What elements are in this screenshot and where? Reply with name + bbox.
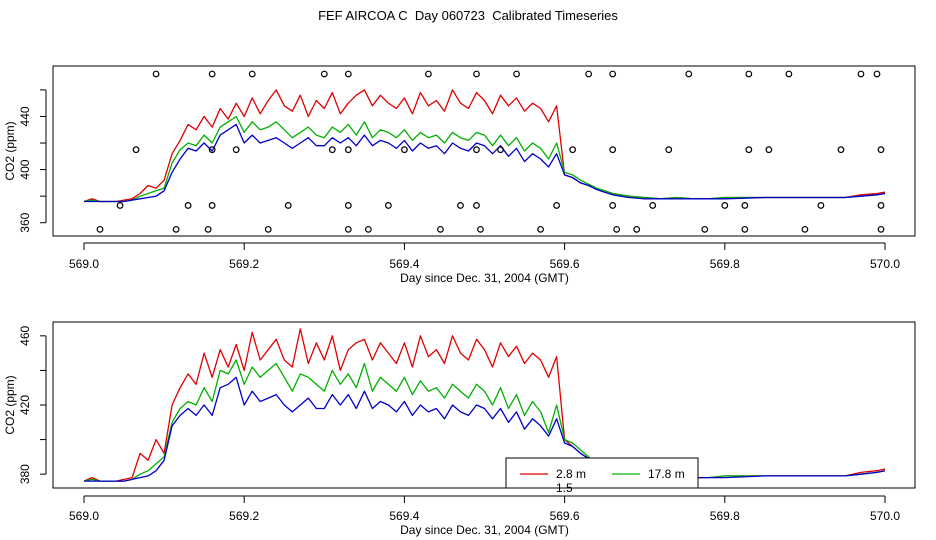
flag-marker	[172, 225, 180, 233]
x-tick-label: 569.2	[229, 509, 259, 523]
x-tick-label: 569.0	[69, 509, 99, 523]
flag-marker	[817, 202, 825, 209]
x-tick-label: 569.6	[550, 509, 580, 523]
x-tick-label: 569.0	[69, 257, 99, 271]
x-tick-label: 569.4	[389, 509, 419, 523]
series-line-1-5-m	[84, 123, 886, 203]
plot-frame-1	[52, 65, 916, 237]
y-tick-label: 360	[18, 212, 32, 232]
y-tick-label: 420	[18, 395, 32, 415]
flag-marker	[513, 70, 520, 78]
x-tick-label: 569.2	[229, 257, 259, 271]
flag-marker	[204, 225, 212, 233]
flag-marker	[553, 202, 560, 209]
flag-marker	[473, 202, 480, 209]
flag-marker	[665, 146, 673, 154]
flag-marker	[701, 225, 709, 233]
flag-marker	[344, 225, 352, 233]
flag-marker	[208, 70, 216, 78]
x-axis-label: Day since Dec. 31, 2004 (GMT)	[400, 523, 569, 537]
flag-marker	[633, 225, 641, 233]
flag-marker	[477, 225, 484, 233]
flag-marker	[649, 202, 657, 209]
flag-marker	[473, 146, 480, 154]
flag-marker	[264, 225, 272, 233]
y-tick-label: 380	[18, 464, 32, 484]
flag-marker	[857, 70, 865, 78]
flag-marker	[785, 70, 793, 78]
flag-marker	[401, 146, 408, 154]
x-tick-label: 569.6	[550, 257, 580, 271]
flag-marker	[741, 202, 749, 209]
flag-marker	[877, 202, 885, 209]
flag-marker	[721, 202, 729, 209]
x-tick-label: 570.0	[870, 509, 900, 523]
flag-marker	[425, 70, 432, 78]
flag-marker	[609, 70, 617, 78]
legend-label: 17.8 m	[648, 467, 685, 481]
flag-marker	[569, 146, 577, 154]
flag-marker	[152, 70, 160, 78]
flag-marker	[613, 225, 621, 233]
flag-marker	[96, 225, 104, 233]
flag-marker	[208, 146, 216, 154]
series-line-17-8-m	[83, 115, 886, 203]
series-line-17-8-m	[83, 359, 886, 482]
flag-marker	[184, 202, 192, 209]
flag-marker	[457, 202, 464, 209]
flag-marker	[132, 146, 140, 154]
flag-marker	[877, 225, 885, 233]
flag-marker	[741, 225, 749, 233]
flag-marker	[873, 70, 881, 78]
flag-marker	[328, 146, 336, 154]
flag-marker	[745, 70, 753, 78]
flag-marker	[248, 70, 256, 78]
series-line-1-5-m	[84, 376, 886, 482]
y-tick-label: 400	[18, 159, 32, 179]
flag-marker	[284, 202, 292, 209]
y-axis-label: CO2 (ppm)	[3, 121, 17, 180]
legend-label: 2.8 m	[556, 467, 586, 481]
flag-marker	[116, 202, 124, 209]
flag-marker	[801, 225, 809, 233]
x-tick-label: 569.8	[710, 509, 740, 523]
flag-marker	[609, 202, 617, 209]
x-tick-label: 570.0	[870, 257, 900, 271]
flag-marker	[384, 202, 392, 209]
x-tick-label: 569.4	[389, 257, 419, 271]
flag-marker	[364, 225, 372, 233]
x-tick-label: 569.8	[710, 257, 740, 271]
flag-marker	[473, 70, 480, 78]
y-tick-label: 440	[18, 106, 32, 126]
flag-marker	[837, 146, 845, 154]
x-axis-label: Day since Dec. 31, 2004 (GMT)	[400, 271, 569, 285]
flag-marker	[344, 146, 352, 154]
legend-label: 1.5	[556, 481, 573, 495]
figure-title: FEF AIRCOA C Day 060723 Calibrated Times…	[318, 8, 618, 23]
flag-marker	[344, 202, 352, 209]
flag-marker	[609, 146, 617, 154]
y-axis-label: CO2 (ppm)	[3, 375, 17, 434]
plot-frame-2	[52, 321, 916, 489]
y-tick-label: 460	[18, 326, 32, 346]
flag-marker	[585, 70, 593, 78]
flag-marker	[497, 146, 504, 154]
legend-box	[505, 457, 699, 489]
flag-marker	[765, 146, 773, 154]
flag-marker	[437, 225, 444, 233]
flag-marker	[232, 146, 240, 154]
flag-marker	[537, 225, 544, 233]
flag-marker	[877, 146, 885, 154]
flag-marker	[685, 70, 693, 78]
flag-marker	[208, 202, 216, 209]
flag-marker	[320, 70, 328, 78]
flag-marker	[745, 146, 753, 154]
flag-marker	[344, 70, 352, 78]
